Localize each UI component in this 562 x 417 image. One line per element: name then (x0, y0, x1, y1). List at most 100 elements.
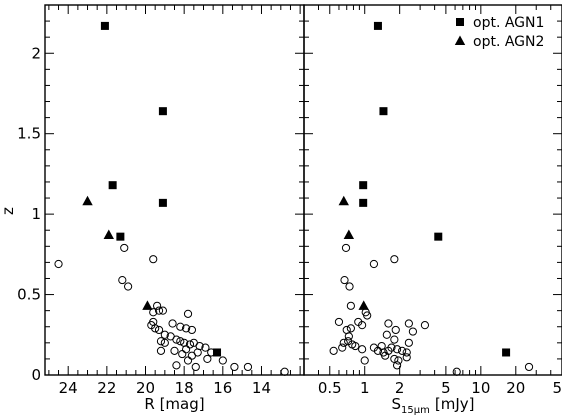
data-point (243, 362, 253, 372)
data-point (452, 367, 461, 376)
data-point (359, 198, 368, 207)
legend-marker (454, 35, 466, 45)
x-tick-label: 20 (136, 379, 155, 397)
opt-agn1-series (100, 21, 222, 357)
data-point (420, 321, 430, 330)
data-point (158, 198, 167, 207)
legend-label: opt. AGN1 (473, 15, 544, 31)
data-point (203, 354, 212, 364)
data-point (408, 327, 418, 336)
legend-marker (456, 18, 464, 26)
data-point (149, 255, 158, 264)
data-point (360, 356, 369, 365)
x-tick-label: 5 (441, 379, 451, 397)
data-point (339, 338, 348, 347)
data-point (230, 362, 239, 372)
data-point (381, 351, 390, 360)
data-point (351, 341, 360, 351)
opt-agn1-series (359, 21, 511, 357)
data-point (183, 356, 193, 365)
data-point (118, 275, 127, 285)
data-point (338, 343, 347, 352)
data-point (373, 21, 382, 30)
data-point (340, 275, 349, 285)
data-point (181, 324, 191, 333)
data-point (201, 343, 210, 352)
data-point (346, 301, 355, 310)
data-point (524, 362, 534, 372)
other-sources-series (329, 243, 534, 376)
data-point (187, 351, 196, 360)
x-tick-label: 20 (506, 379, 525, 397)
panel-2: 0.5 1 2 5 10 20 50 S15μm[mJy] (303, 4, 562, 416)
chart-panels: 24 22 20 18 16 14 0 0.5 1 1.5 2 R [mag] 0.5 1 2 5 10 20 50… (17, 4, 562, 416)
data-point (358, 321, 367, 330)
data-point (387, 343, 396, 352)
data-point (379, 107, 388, 116)
data-point (392, 361, 402, 370)
data-point (187, 325, 196, 335)
panel-1: 24 22 20 18 16 14 0 0.5 1 1.5 2 R [mag] (17, 4, 305, 413)
other-sources-series (54, 243, 289, 376)
data-point (218, 356, 227, 365)
data-point (334, 317, 344, 327)
data-point (384, 319, 393, 328)
data-point (158, 306, 168, 315)
data-point (358, 345, 367, 354)
y-tick-label: 2 (31, 44, 41, 62)
y-tick-label: 1.5 (17, 125, 41, 143)
plot-frame (303, 4, 562, 376)
data-point (343, 229, 355, 240)
x-tick-label: 22 (97, 379, 116, 397)
data-point (82, 195, 93, 206)
y-tick-label: 1 (31, 205, 41, 223)
data-point (207, 348, 216, 357)
data-point (390, 335, 399, 344)
data-point (170, 346, 179, 355)
data-point (404, 338, 413, 347)
data-point (116, 232, 125, 241)
y-tick-label: 0 (31, 366, 41, 384)
data-point (183, 309, 193, 318)
data-point (402, 348, 411, 357)
data-point (391, 325, 400, 335)
data-point (54, 259, 63, 269)
data-point (156, 337, 166, 346)
data-point (363, 311, 372, 320)
legend-label: opt. AGN2 (473, 34, 544, 50)
data-point (178, 349, 187, 359)
data-point (160, 338, 169, 347)
data-point (176, 322, 185, 331)
data-point (392, 345, 402, 354)
opt-agn2-series (82, 195, 153, 310)
opt-agn2-series (338, 195, 369, 310)
data-point (346, 324, 355, 333)
data-point (156, 346, 166, 355)
x-tick-label: 50 (552, 379, 562, 397)
data-point (168, 319, 177, 328)
x-tick-label: 10 (471, 379, 490, 397)
legend: opt. AGN1 opt. AGN2 (454, 15, 544, 50)
x-tick-label: 14 (252, 379, 271, 397)
data-point (108, 181, 117, 190)
data-point (172, 335, 181, 344)
x-tick-label: 0.5 (318, 379, 342, 397)
data-point (394, 356, 403, 365)
data-point (103, 229, 114, 240)
y-tick-label: 0.5 (17, 286, 41, 304)
data-point (402, 353, 411, 362)
data-point (142, 300, 153, 310)
data-point (338, 195, 349, 206)
data-point (151, 324, 160, 333)
data-point (434, 232, 443, 241)
x-axis-title: R [mag] (144, 395, 204, 413)
data-point (358, 300, 369, 310)
y-axis-title: z (0, 207, 17, 215)
data-point (345, 282, 354, 291)
data-point (120, 243, 129, 253)
x-axis-title: S15μm [mJy] (392, 395, 475, 416)
data-point (154, 306, 164, 315)
data-point (341, 243, 351, 253)
data-point (359, 181, 368, 190)
